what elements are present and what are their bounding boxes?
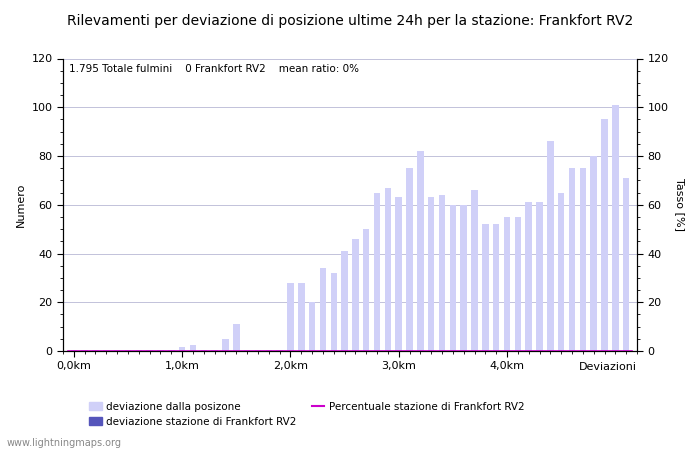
Bar bbox=[81, 350, 88, 351]
Bar bbox=[103, 350, 110, 351]
Bar bbox=[547, 141, 554, 351]
Bar bbox=[71, 350, 77, 351]
Bar bbox=[363, 229, 370, 351]
Text: www.lightningmaps.org: www.lightningmaps.org bbox=[7, 438, 122, 448]
Bar bbox=[352, 239, 358, 351]
Bar bbox=[558, 193, 564, 351]
Bar bbox=[471, 190, 478, 351]
Y-axis label: Numero: Numero bbox=[16, 183, 26, 227]
Bar bbox=[276, 350, 283, 351]
Bar bbox=[179, 347, 186, 351]
Bar bbox=[395, 198, 402, 351]
Bar bbox=[158, 350, 164, 351]
Bar bbox=[482, 224, 489, 351]
Bar bbox=[136, 350, 142, 351]
Bar bbox=[536, 202, 542, 351]
Bar bbox=[580, 168, 586, 351]
Bar bbox=[428, 198, 435, 351]
Legend: deviazione dalla posizone, deviazione stazione di Frankfort RV2, Percentuale sta: deviazione dalla posizone, deviazione st… bbox=[89, 401, 524, 427]
Text: Rilevamenti per deviazione di posizione ultime 24h per la stazione: Frankfort RV: Rilevamenti per deviazione di posizione … bbox=[67, 14, 633, 27]
Bar bbox=[255, 350, 261, 351]
Bar bbox=[92, 350, 99, 351]
Bar bbox=[406, 168, 413, 351]
Bar bbox=[330, 273, 337, 351]
Bar bbox=[493, 224, 500, 351]
Bar bbox=[125, 350, 131, 351]
Bar bbox=[461, 205, 467, 351]
Bar bbox=[569, 168, 575, 351]
Bar bbox=[439, 195, 445, 351]
Bar bbox=[590, 156, 597, 351]
Bar bbox=[287, 283, 294, 351]
Bar bbox=[342, 251, 348, 351]
Bar bbox=[504, 217, 510, 351]
Bar bbox=[623, 178, 629, 351]
Y-axis label: Tasso [%]: Tasso [%] bbox=[676, 178, 685, 231]
Bar bbox=[526, 202, 532, 351]
Bar bbox=[244, 350, 251, 351]
Text: Deviazioni: Deviazioni bbox=[579, 362, 637, 372]
Bar bbox=[211, 350, 218, 351]
Bar bbox=[190, 345, 196, 351]
Bar bbox=[320, 268, 326, 351]
Bar bbox=[309, 302, 315, 351]
Bar bbox=[385, 188, 391, 351]
Bar bbox=[601, 119, 608, 351]
Bar bbox=[265, 350, 272, 351]
Bar bbox=[514, 217, 521, 351]
Bar bbox=[146, 350, 153, 351]
Bar bbox=[114, 350, 120, 351]
Bar bbox=[417, 151, 424, 351]
Bar bbox=[222, 339, 229, 351]
Bar bbox=[449, 205, 456, 351]
Bar bbox=[612, 105, 619, 351]
Bar bbox=[233, 324, 239, 351]
Text: 1.795 Totale fulmini    0 Frankfort RV2    mean ratio: 0%: 1.795 Totale fulmini 0 Frankfort RV2 mea… bbox=[69, 64, 358, 74]
Bar bbox=[200, 350, 207, 351]
Bar bbox=[298, 283, 304, 351]
Bar bbox=[374, 193, 380, 351]
Bar bbox=[168, 350, 174, 351]
